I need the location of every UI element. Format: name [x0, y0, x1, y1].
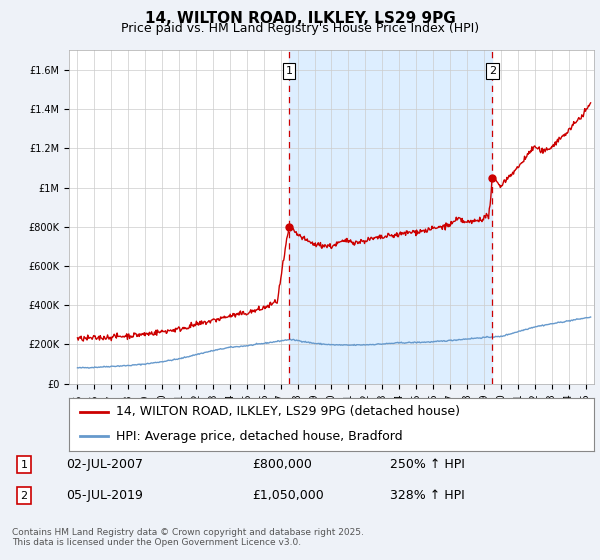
- Text: Price paid vs. HM Land Registry's House Price Index (HPI): Price paid vs. HM Land Registry's House …: [121, 22, 479, 35]
- Text: 14, WILTON ROAD, ILKLEY, LS29 9PG: 14, WILTON ROAD, ILKLEY, LS29 9PG: [145, 11, 455, 26]
- Text: 14, WILTON ROAD, ILKLEY, LS29 9PG (detached house): 14, WILTON ROAD, ILKLEY, LS29 9PG (detac…: [116, 405, 460, 418]
- Text: £1,050,000: £1,050,000: [252, 489, 324, 502]
- Text: Contains HM Land Registry data © Crown copyright and database right 2025.
This d: Contains HM Land Registry data © Crown c…: [12, 528, 364, 547]
- Text: 05-JUL-2019: 05-JUL-2019: [66, 489, 143, 502]
- Text: £800,000: £800,000: [252, 458, 312, 472]
- Text: 02-JUL-2007: 02-JUL-2007: [66, 458, 143, 472]
- Text: 328% ↑ HPI: 328% ↑ HPI: [390, 489, 465, 502]
- Bar: [289, 50, 493, 384]
- Text: HPI: Average price, detached house, Bradford: HPI: Average price, detached house, Brad…: [116, 430, 403, 443]
- Text: 1: 1: [20, 460, 28, 470]
- Text: 1: 1: [286, 66, 293, 76]
- Text: 250% ↑ HPI: 250% ↑ HPI: [390, 458, 465, 472]
- Text: 2: 2: [489, 66, 496, 76]
- Text: 2: 2: [20, 491, 28, 501]
